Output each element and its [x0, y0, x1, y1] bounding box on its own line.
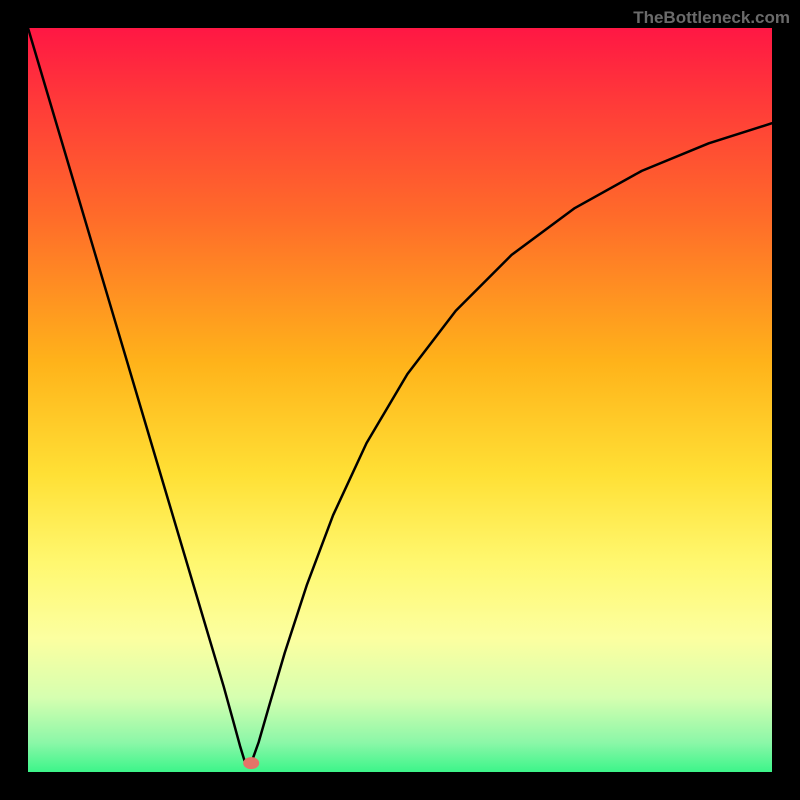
- gradient-background: [28, 28, 772, 772]
- plot-area: [28, 28, 772, 772]
- chart-container: TheBottleneck.com: [0, 0, 800, 800]
- watermark-text: TheBottleneck.com: [633, 8, 790, 28]
